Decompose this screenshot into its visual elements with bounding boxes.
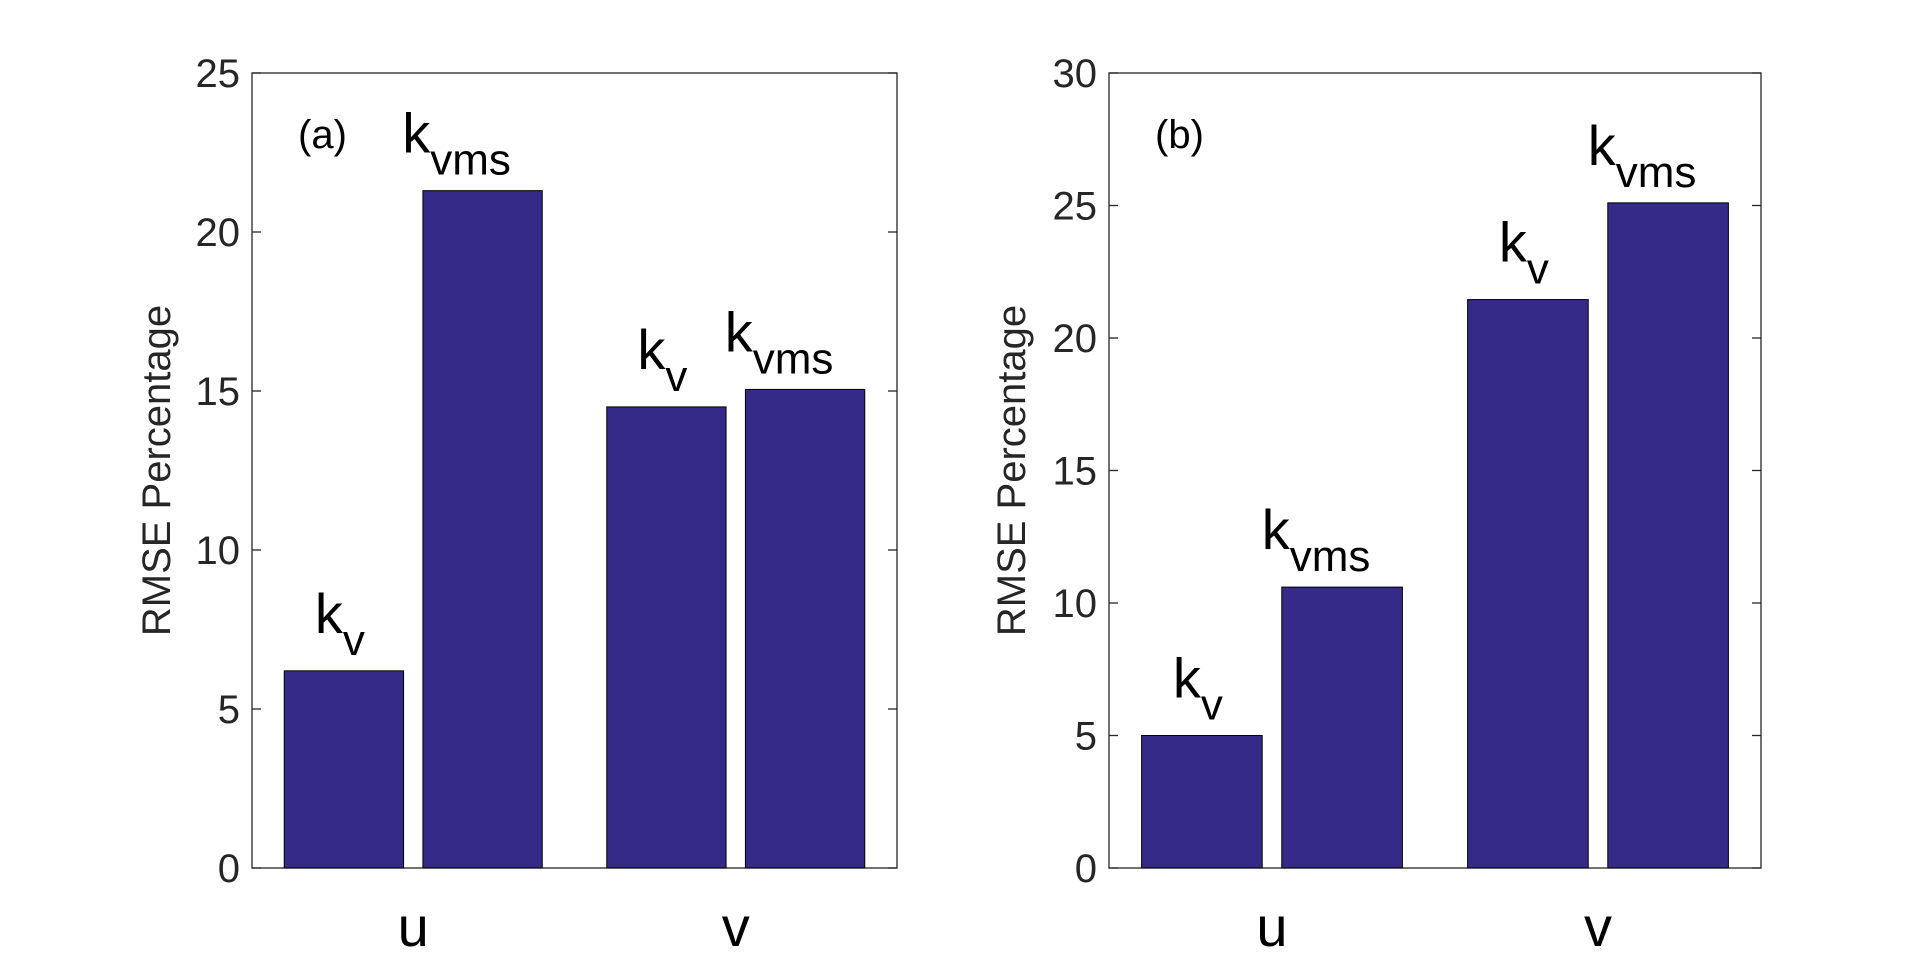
y-tick-label: 0 [218, 847, 240, 891]
bar-label-subscript: v [343, 616, 365, 665]
y-tick-label: 25 [196, 52, 241, 96]
y-tick-label: 10 [1053, 582, 1098, 626]
bar-label-subscript: v [1201, 681, 1223, 730]
y-axis-label: RMSE Percentage [135, 305, 179, 636]
bar-label-subscript: v [1527, 245, 1549, 294]
bar-label: kv [1499, 211, 1549, 294]
bar-label-base: k [725, 300, 754, 363]
y-axis-label: RMSE Percentage [990, 305, 1034, 636]
bar-label-subscript: vms [1290, 532, 1371, 581]
panel-label: (b) [1155, 113, 1204, 157]
bar [283, 670, 405, 869]
panel-label: (a) [298, 113, 347, 157]
y-tick-label: 20 [196, 211, 241, 255]
y-tick-label: 5 [218, 688, 240, 732]
bar-label-base: k [1262, 498, 1291, 561]
bar-label-base: k [1499, 211, 1528, 274]
y-tick-label: 20 [1053, 317, 1098, 361]
axes-box [251, 72, 898, 869]
bar-label-base: k [315, 582, 344, 645]
bar-label-subscript: v [665, 352, 687, 401]
bar-label: kvms [1588, 114, 1697, 197]
x-category-label: v [722, 895, 750, 958]
bar-label-base: k [1173, 647, 1202, 710]
bar-label: kv [315, 582, 365, 665]
bar-label: kvms [402, 102, 511, 185]
bar [1467, 299, 1589, 869]
bar-label: kv [637, 318, 687, 401]
bar [744, 388, 866, 869]
bar [1141, 735, 1263, 869]
bar-label-base: k [637, 318, 666, 381]
bar [606, 406, 727, 869]
bar-label: kv [1173, 647, 1223, 730]
bar-label-subscript: vms [430, 136, 511, 185]
x-category-label: u [1256, 895, 1287, 958]
bar [422, 190, 543, 869]
y-tick-label: 25 [1053, 185, 1098, 229]
y-tick-label: 5 [1075, 715, 1097, 759]
y-tick-label: 30 [1053, 52, 1098, 96]
y-tick-label: 10 [196, 529, 241, 573]
bar-label: kvms [1262, 498, 1371, 581]
bar-label: kvms [725, 300, 834, 383]
x-category-label: v [1584, 895, 1612, 958]
y-tick-label: 0 [1075, 847, 1097, 891]
bar-label-base: k [1588, 114, 1617, 177]
bar [1607, 202, 1729, 869]
y-tick-label: 15 [1053, 450, 1098, 494]
x-category-label: u [398, 895, 429, 958]
bar-label-subscript: vms [1616, 148, 1697, 197]
bar-label-subscript: vms [753, 334, 834, 383]
bar-label-base: k [402, 102, 431, 165]
bar [1281, 586, 1403, 869]
y-tick-label: 15 [196, 370, 241, 414]
